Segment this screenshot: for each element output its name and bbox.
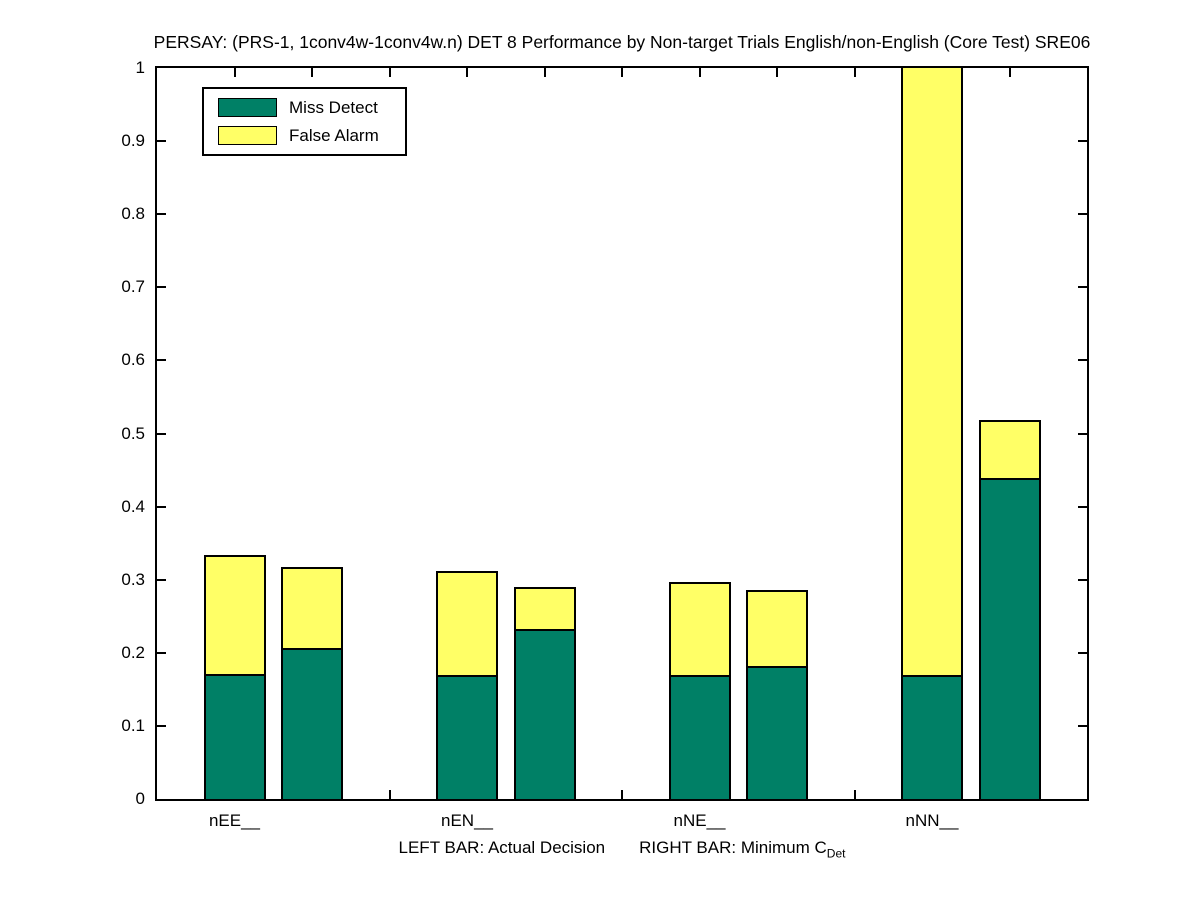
x-tick-top: [389, 68, 391, 77]
y-tick-label: 0: [135, 789, 145, 808]
bar-segment-miss-detect-nEE__-actual: [204, 676, 266, 799]
chart-title-container: PERSAY: (PRS-1, 1conv4w-1conv4w.n) DET 8…: [154, 31, 1091, 53]
y-tick-label: 1: [135, 58, 145, 77]
y-tick-label: 0.7: [121, 277, 145, 296]
y-tick-left: [157, 213, 166, 215]
x-axis-label-subscript: Det: [826, 846, 846, 861]
bar-segment-miss-detect-nEN__-actual: [436, 677, 498, 799]
x-tick-bottom: [389, 790, 391, 799]
category-label-nEN__: nEN__: [441, 811, 493, 830]
legend-row-miss-detect: Miss Detect: [218, 98, 405, 117]
y-tick-left: [157, 725, 166, 727]
y-tick-left: [157, 140, 166, 142]
legend-row-false-alarm: False Alarm: [218, 126, 405, 145]
x-tick-top: [466, 68, 468, 77]
y-tick-right: [1078, 286, 1087, 288]
false-alarm-swatch: [218, 126, 277, 145]
category-label-nEE__: nEE__: [208, 811, 261, 830]
x-axis-label: LEFT BAR: Actual Decision RIGHT BAR: Mini…: [157, 838, 1087, 860]
miss-detect-label: Miss Detect: [289, 98, 378, 117]
y-tick-right: [1078, 433, 1087, 435]
bar-segment-false-alarm-nEN__-actual: [436, 571, 498, 677]
y-tick-left: [157, 579, 166, 581]
x-tick-top: [311, 68, 313, 77]
x-axis-label-left: LEFT BAR: Actual Decision: [398, 838, 606, 857]
x-tick-top: [1009, 68, 1011, 77]
category-label-nNN__: nNN__: [905, 811, 959, 830]
y-tick-label: 0.1: [121, 716, 145, 735]
bar-segment-false-alarm-nNN__-minimum: [979, 420, 1041, 480]
y-tick-left: [157, 359, 166, 361]
bar-segment-false-alarm-nNE__-actual: [669, 582, 731, 677]
y-tick-right: [1078, 725, 1087, 727]
bar-segment-miss-detect-nNE__-actual: [669, 677, 731, 799]
x-tick-top: [776, 68, 778, 77]
legend-box: Miss Detect False Alarm: [202, 87, 407, 156]
bar-segment-false-alarm-nNE__-minimum: [746, 590, 808, 668]
y-tick-right: [1078, 506, 1087, 508]
bar-segment-miss-detect-nNN__-minimum: [979, 480, 1041, 799]
y-tick-label: 0.5: [121, 424, 145, 443]
bar-segment-false-alarm-nEE__-minimum: [281, 567, 343, 650]
y-tick-right: [1078, 359, 1087, 361]
x-tick-top: [854, 68, 856, 77]
false-alarm-label: False Alarm: [289, 126, 379, 145]
y-tick-right: [1078, 213, 1087, 215]
y-tick-label: 0.6: [121, 350, 145, 369]
bar-segment-miss-detect-nEN__-minimum: [514, 631, 576, 799]
x-tick-top: [621, 68, 623, 77]
miss-detect-swatch: [218, 98, 277, 117]
bar-segment-miss-detect-nNE__-minimum: [746, 668, 808, 799]
y-tick-right: [1078, 652, 1087, 654]
y-tick-right: [1078, 140, 1087, 142]
y-tick-label: 0.3: [121, 570, 145, 589]
y-tick-left: [157, 506, 166, 508]
x-tick-top: [699, 68, 701, 77]
y-tick-label: 0.2: [121, 643, 145, 662]
plot-area: [155, 66, 1089, 801]
category-label-nNE__: nNE__: [673, 811, 726, 830]
y-tick-left: [157, 286, 166, 288]
x-tick-top: [234, 68, 236, 77]
y-tick-label: 0.9: [121, 131, 145, 150]
y-tick-label: 0.4: [121, 497, 145, 516]
chart-title: PERSAY: (PRS-1, 1conv4w-1conv4w.n) DET 8…: [153, 32, 1091, 52]
bar-segment-false-alarm-nEN__-minimum: [514, 587, 576, 631]
bar-segment-false-alarm-nEE__-actual: [204, 555, 266, 676]
x-tick-bottom: [854, 790, 856, 799]
y-tick-left: [157, 433, 166, 435]
x-axis-label-right: RIGHT BAR: Minimum C: [639, 838, 827, 857]
x-tick-top: [544, 68, 546, 77]
bar-segment-miss-detect-nNN__-actual: [901, 677, 963, 799]
x-tick-bottom: [621, 790, 623, 799]
y-tick-label: 0.8: [121, 204, 145, 223]
bar-segment-miss-detect-nEE__-minimum: [281, 650, 343, 799]
y-tick-right: [1078, 579, 1087, 581]
y-tick-left: [157, 652, 166, 654]
bar-segment-false-alarm-nNN__-actual: [901, 68, 963, 677]
